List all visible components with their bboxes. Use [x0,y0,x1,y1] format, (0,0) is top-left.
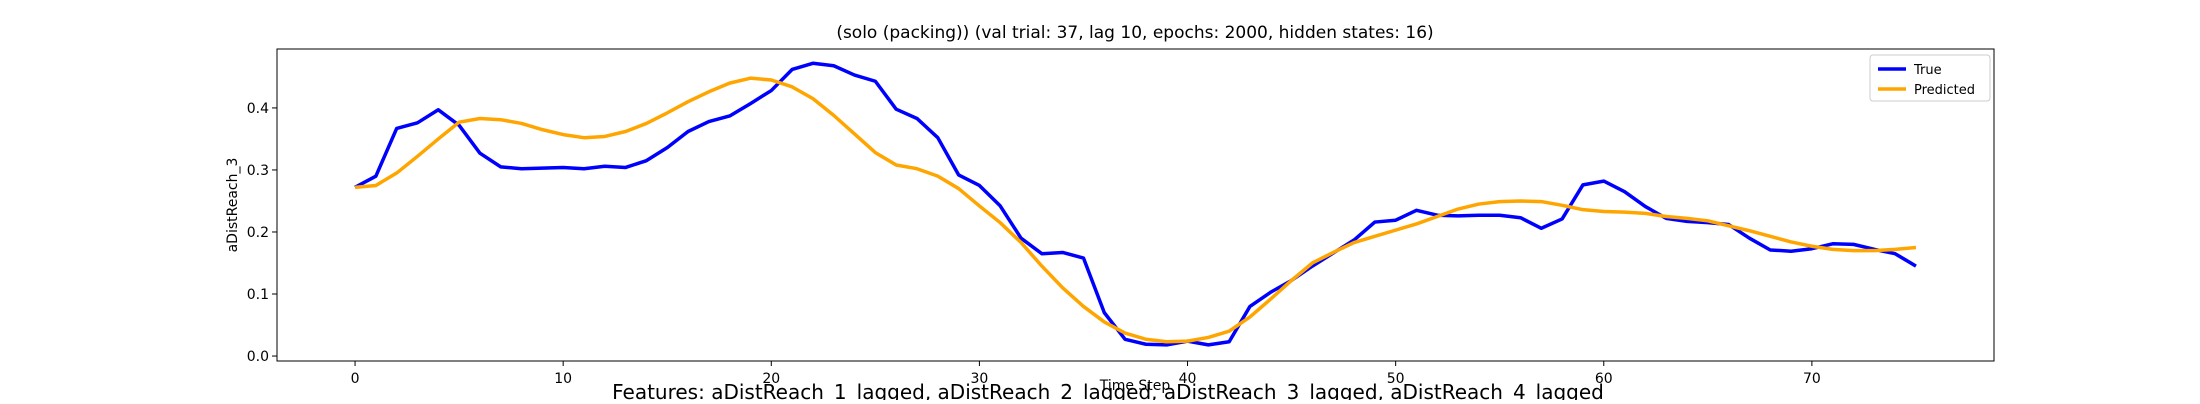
legend-label: Predicted [1914,83,1975,98]
x-tick-label: 40 [1179,371,1197,387]
x-tick-label: 30 [970,371,988,387]
y-tick-label: 0.3 [247,163,269,179]
series-line [354,61,1917,347]
x-tick-label: 50 [1387,371,1405,387]
x-tick-label: 0 [351,371,360,387]
y-tick-label: 0.4 [247,101,269,117]
y-tick-label: 0.0 [247,349,269,365]
series-line [354,76,1917,344]
x-tick-label: 70 [1803,371,1821,387]
plot-frame [276,48,1995,362]
legend-label: True [1913,63,1942,78]
x-tick-label: 20 [762,371,780,387]
x-tick-label: 60 [1595,371,1613,387]
x-axis-label: Time Step [1099,378,1171,394]
y-tick-label: 0.2 [247,225,269,241]
footer-text: Features: aDistReach_1_lagged, aDistReac… [612,380,1604,400]
x-tick-label: 10 [554,371,572,387]
y-axis-label: aDistReach_3 [225,158,241,253]
chart-title: (solo (packing)) (val trial: 37, lag 10,… [836,23,1433,43]
y-tick-label: 0.1 [247,287,269,303]
